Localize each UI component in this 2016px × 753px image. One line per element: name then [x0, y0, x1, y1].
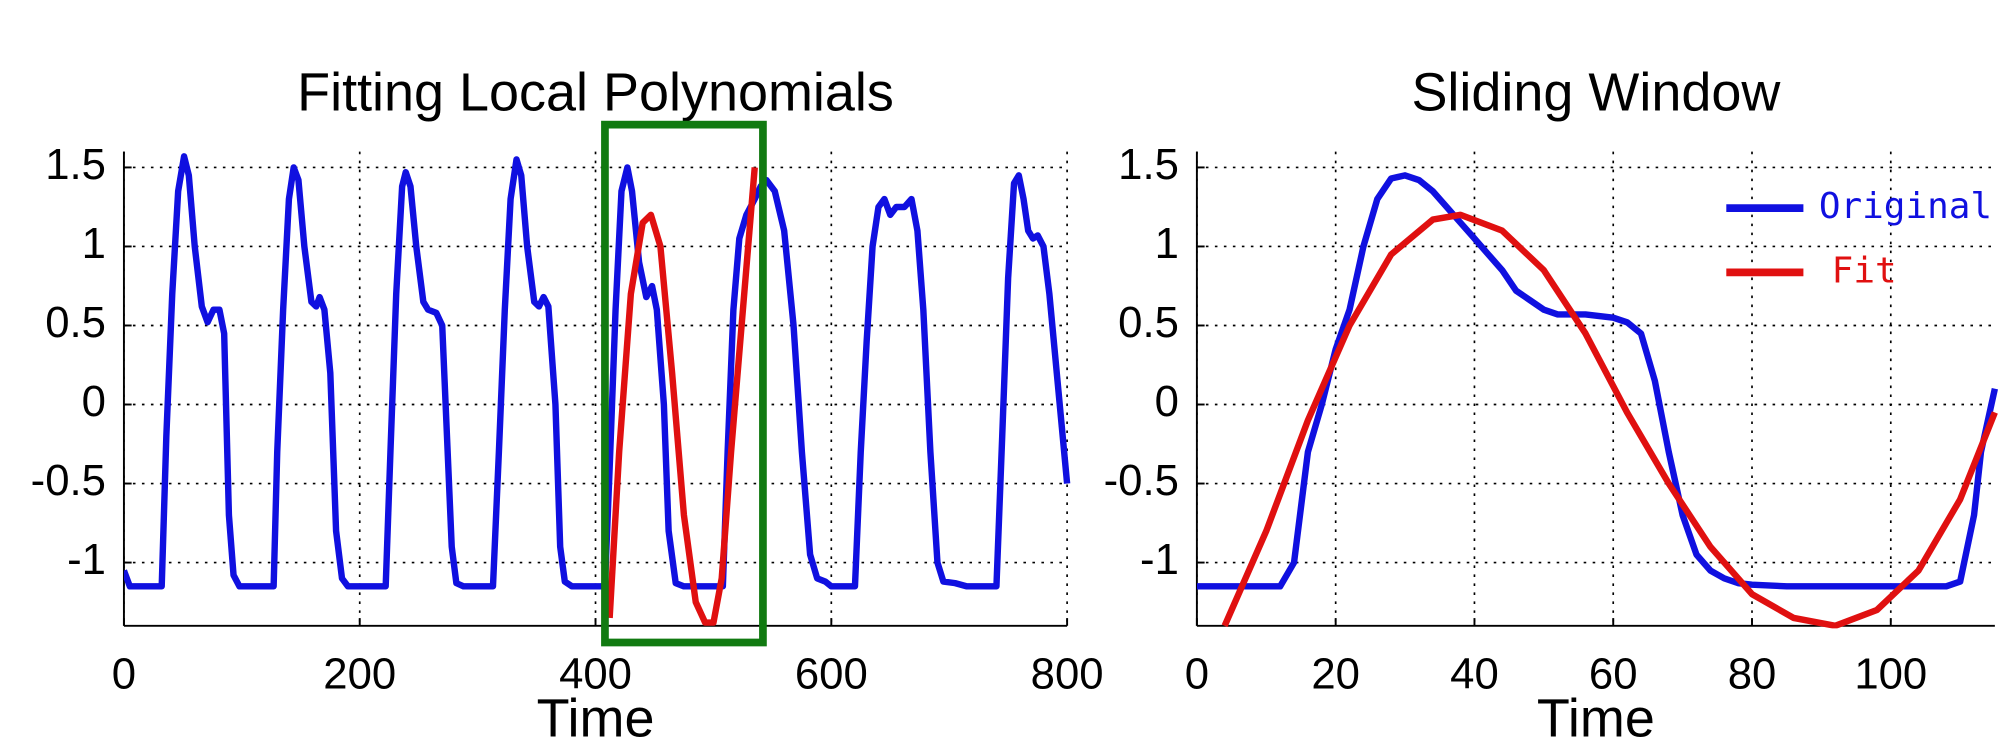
legend-label: Fit: [1832, 250, 1897, 291]
highlight-window: [601, 120, 767, 647]
chart-title: Sliding Window: [1411, 63, 1781, 123]
x-tick-label: 20: [1311, 650, 1360, 699]
y-tick-label: -0.5: [31, 456, 106, 505]
y-tick-label: 1: [82, 219, 106, 268]
series-line: [123, 153, 1071, 590]
x-axis-label: Time: [537, 688, 655, 748]
panel: Sliding Window -1 -0.5 0 0.5 1 1.5 0 20 40 60 80 100…: [1104, 63, 1999, 748]
y-tick-label: 0.5: [45, 298, 106, 347]
y-tick-label: -0.5: [1104, 456, 1179, 505]
legend-label: Original: [1819, 186, 1992, 227]
x-tick-label: 0: [112, 650, 136, 699]
y-tick-label: 1.5: [1118, 140, 1179, 189]
x-tick-label: 100: [1854, 650, 1927, 699]
x-axis-label: Time: [1537, 688, 1655, 748]
y-tick-label: -1: [67, 535, 106, 584]
x-tick-label: 0: [1185, 650, 1209, 699]
x-tick-label: 40: [1450, 650, 1499, 699]
panel: Fitting Local Polynomials -1 -0.5 0 0.5 1 1.5 0…: [31, 63, 1104, 749]
series-line: [1221, 211, 1998, 629]
y-tick-label: 0: [1155, 377, 1179, 426]
series-line: [606, 167, 758, 626]
x-tick-label: 400: [559, 650, 632, 699]
x-tick-label: 200: [323, 650, 396, 699]
y-tick-label: -1: [1140, 535, 1179, 584]
x-tick-label: 60: [1589, 650, 1638, 699]
x-tick-label: 600: [795, 650, 868, 699]
series-line: [1196, 172, 1999, 590]
y-tick-label: 0: [82, 377, 106, 426]
x-tick-label: 800: [1031, 650, 1104, 699]
y-tick-label: 0.5: [1118, 298, 1179, 347]
x-tick-label: 80: [1728, 650, 1777, 699]
y-tick-label: 1.5: [45, 140, 106, 189]
y-tick-label: 1: [1155, 219, 1179, 268]
chart-title: Fitting Local Polynomials: [297, 63, 894, 123]
